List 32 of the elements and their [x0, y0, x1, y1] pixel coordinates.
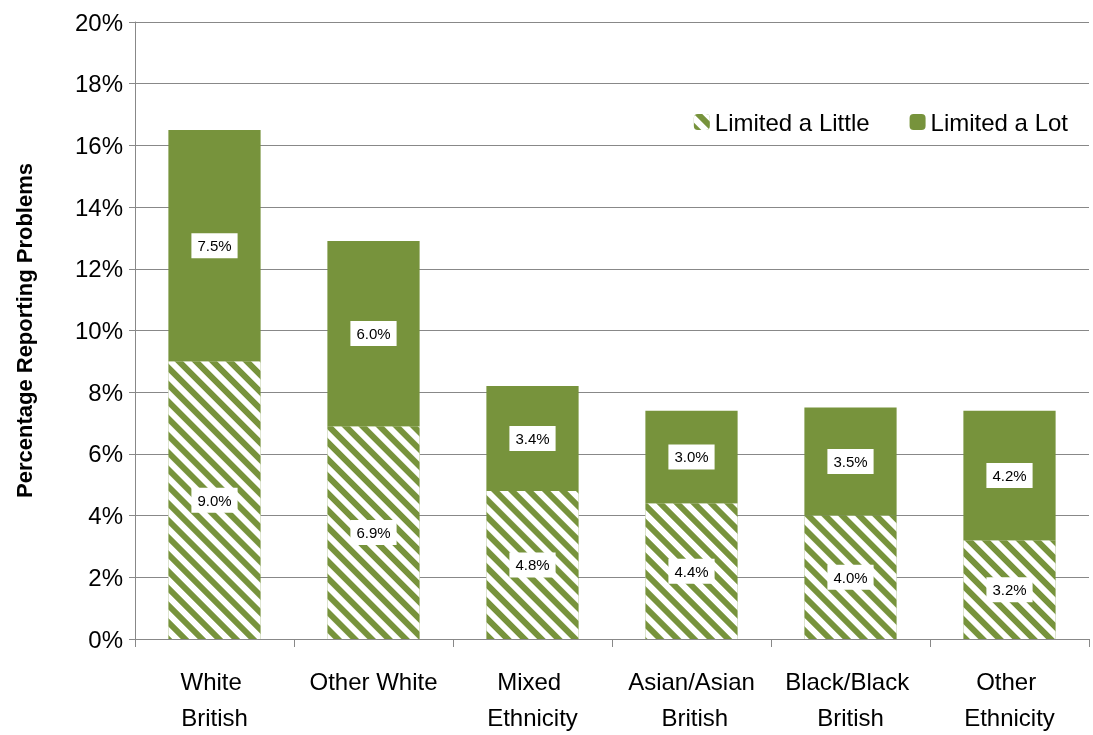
x-tick-label: Other White — [309, 667, 438, 695]
data-label: 3.5% — [833, 453, 868, 471]
y-tick-label: 12% — [74, 255, 123, 283]
data-label: 4.8% — [515, 556, 550, 574]
data-label: 3.0% — [674, 448, 709, 466]
data-label: 4.4% — [674, 562, 709, 580]
y-tick-label: 4% — [88, 502, 123, 530]
data-label: 3.4% — [515, 429, 550, 447]
data-label: 4.0% — [833, 568, 868, 586]
y-tick-label: 6% — [88, 440, 123, 468]
legend-label: Limited a Little — [714, 108, 870, 136]
data-label: 4.2% — [992, 466, 1027, 484]
y-axis-title: Percentage Reporting Problems — [11, 163, 37, 498]
x-tick-label: Asian/Asian British — [628, 667, 755, 731]
data-label: 3.2% — [992, 581, 1027, 599]
legend-label: Limited a Lot — [930, 108, 1069, 136]
x-tick-label: Mixed Ethnicity — [487, 667, 578, 731]
y-tick-label: 14% — [74, 193, 123, 221]
y-tick-label: 10% — [74, 317, 123, 344]
y-tick-label: 8% — [88, 378, 123, 406]
data-label: 7.5% — [197, 237, 232, 255]
y-tick-label: 2% — [88, 563, 123, 591]
y-tick-label: 18% — [74, 70, 123, 98]
y-tick-label: 0% — [88, 625, 123, 653]
y-tick-label: 16% — [74, 131, 123, 159]
x-tick-label: White British — [180, 667, 249, 731]
data-label: 6.0% — [356, 325, 391, 343]
data-label: 9.0% — [197, 491, 232, 509]
x-tick-label: Black/Black British — [785, 667, 916, 731]
data-label: 6.9% — [356, 524, 391, 542]
y-tick-label: 20% — [74, 8, 123, 36]
x-tick-label: Other Ethnicity — [964, 667, 1055, 731]
